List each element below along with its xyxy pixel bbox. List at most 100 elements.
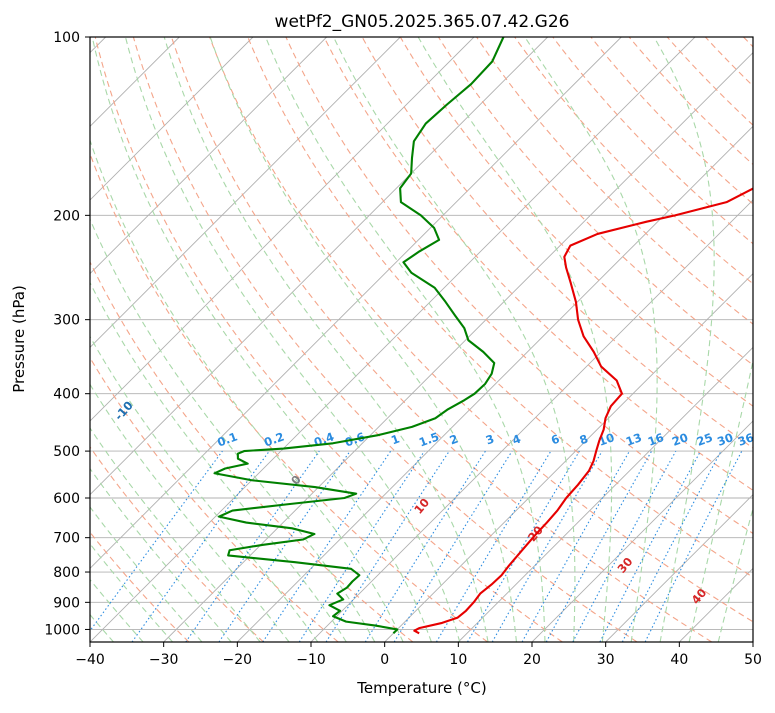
isotherm-line bbox=[237, 125, 753, 642]
mixing-ratio-label: 30 bbox=[715, 430, 735, 449]
dry-adiabat-line bbox=[90, 356, 339, 642]
dry-adiabat-line bbox=[90, 445, 264, 642]
dry-adiabat-line bbox=[170, 37, 713, 642]
mixing-ratio-label: 1.5 bbox=[417, 429, 441, 449]
y-tick-label: 800 bbox=[53, 565, 80, 581]
isotherm-line bbox=[679, 567, 753, 642]
isotherm-line bbox=[90, 37, 696, 642]
dry-adiabat-line bbox=[132, 37, 638, 642]
mixing-ratio-label: 0.2 bbox=[262, 429, 286, 449]
isotherm-line bbox=[90, 37, 475, 422]
mixing-ratio-label: 6 bbox=[549, 432, 561, 448]
x-tick-label: 50 bbox=[744, 652, 762, 668]
moist-adiabat-line bbox=[90, 542, 174, 642]
moist-adiabat-line bbox=[124, 37, 461, 642]
moist-adiabat-line bbox=[688, 358, 753, 642]
moist-adiabat-label: 40 bbox=[688, 586, 709, 607]
moist-adiabat-line bbox=[90, 578, 144, 642]
y-tick-label: 300 bbox=[53, 313, 80, 329]
moist-adiabat-line bbox=[265, 37, 546, 642]
mixing-ratio-line bbox=[90, 450, 223, 632]
dry-adiabat-line bbox=[666, 37, 753, 126]
y-axis-label: Pressure (hPa) bbox=[10, 285, 28, 393]
x-tick-label: −40 bbox=[75, 652, 105, 668]
mixing-ratio-line bbox=[262, 450, 392, 642]
mixing-ratio-line bbox=[364, 450, 486, 642]
isotherm-line bbox=[163, 52, 753, 642]
moist-adiabat-line bbox=[90, 335, 319, 642]
y-tick-label: 1000 bbox=[44, 622, 80, 638]
mixing-ratio-label: 3 bbox=[484, 432, 496, 448]
isotherm-line bbox=[384, 273, 753, 642]
y-tick-label: 500 bbox=[53, 444, 80, 460]
dry-adiabat-line bbox=[323, 37, 753, 492]
moist-adiabat-line bbox=[163, 37, 489, 642]
isotherm-line bbox=[90, 37, 254, 201]
mixing-ratio-label: 20 bbox=[670, 430, 690, 449]
moist-adiabat-line bbox=[90, 217, 376, 642]
moist-adiabat-line bbox=[91, 37, 432, 642]
mixing-ratio-label: 0.4 bbox=[312, 429, 336, 449]
x-tick-label: 40 bbox=[670, 652, 688, 668]
dry-adiabat-label: -10 bbox=[112, 398, 136, 423]
dry-adiabat-line bbox=[90, 260, 414, 642]
dry-adiabat-line bbox=[628, 37, 753, 166]
y-tick-label: 600 bbox=[53, 491, 80, 507]
y-tick-label: 200 bbox=[53, 208, 80, 224]
mixing-ratio-line bbox=[599, 450, 702, 642]
mixing-ratio-label: 36 bbox=[736, 430, 756, 449]
dry-adiabat-line bbox=[90, 531, 190, 642]
mixing-ratio-line bbox=[325, 450, 450, 642]
y-tick-label: 400 bbox=[53, 387, 80, 403]
moist-adiabat-line bbox=[209, 37, 518, 642]
dry-adiabat-line bbox=[399, 37, 753, 407]
dry-adiabat-line bbox=[437, 37, 753, 366]
plot-frame bbox=[89, 36, 754, 643]
moist-adiabat-label: 10 bbox=[411, 495, 432, 516]
y-tick-label: 900 bbox=[53, 595, 80, 611]
moist-adiabat-line bbox=[90, 138, 404, 642]
moist-adiabat-line bbox=[90, 467, 232, 642]
dry-adiabat-line bbox=[247, 37, 753, 578]
mixing-ratio-line bbox=[218, 450, 351, 642]
moist-adiabat-line bbox=[417, 37, 613, 642]
mixing-ratio-line bbox=[185, 450, 320, 642]
isotherm-line bbox=[458, 346, 753, 642]
mixing-ratio-label: 13 bbox=[624, 430, 644, 449]
x-tick-label: −30 bbox=[149, 652, 179, 668]
moist-adiabat-line bbox=[90, 506, 203, 642]
dry-adiabat-line bbox=[209, 37, 753, 623]
x-tick-label: 0 bbox=[380, 652, 389, 668]
dry-adiabat-line bbox=[514, 37, 753, 285]
isotherm-line bbox=[90, 37, 401, 348]
mixing-ratio-label: 0.1 bbox=[215, 429, 239, 449]
moist-adiabat-line bbox=[524, 37, 658, 642]
dry-adiabat-line bbox=[94, 37, 563, 642]
mixing-ratio-line bbox=[545, 450, 653, 642]
isotherm-line bbox=[752, 641, 753, 642]
chart-title: wetPf2_GN05.2025.365.07.42.G26 bbox=[275, 12, 570, 32]
dry-adiabat-line bbox=[361, 37, 753, 449]
temperature-profile-line bbox=[413, 187, 753, 635]
isotherm-line bbox=[90, 37, 622, 569]
isotherm-line bbox=[531, 420, 753, 642]
y-tick-label: 700 bbox=[53, 531, 80, 547]
dry-adiabat-line bbox=[704, 37, 753, 87]
dry-adiabat-line bbox=[743, 37, 753, 48]
mixing-ratio-line bbox=[435, 450, 552, 642]
moist-adiabat-line bbox=[90, 281, 347, 642]
isotherm-line bbox=[605, 494, 753, 642]
mixing-ratio-label: 16 bbox=[646, 430, 666, 449]
moist-adiabat-line bbox=[333, 37, 576, 642]
x-axis-label: Temperature (°C) bbox=[356, 679, 486, 697]
dry-adiabat-line bbox=[476, 37, 753, 325]
x-tick-label: 20 bbox=[523, 652, 541, 668]
mixing-ratio-line bbox=[131, 450, 270, 642]
x-tick-label: 10 bbox=[449, 652, 467, 668]
mixing-ratio-line bbox=[572, 450, 677, 642]
x-tick-label: 30 bbox=[597, 652, 615, 668]
mixing-ratio-line bbox=[521, 450, 630, 642]
mixing-ratio-line bbox=[298, 450, 425, 642]
